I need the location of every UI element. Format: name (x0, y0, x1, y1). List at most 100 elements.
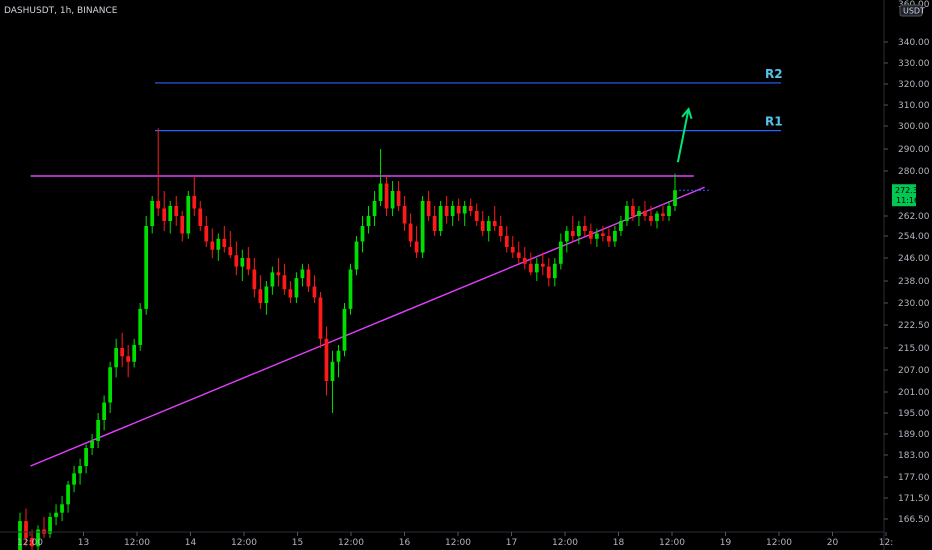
candle (192, 176, 197, 216)
candle-body (168, 206, 173, 221)
candle-body (318, 297, 323, 339)
countdown-label: 11:16 (896, 196, 919, 205)
candle (234, 241, 239, 276)
y-tick-label: 238.00 (898, 277, 930, 287)
trendline-support[interactable] (30, 186, 705, 467)
candle (318, 292, 323, 348)
candle (522, 247, 527, 270)
candle (468, 198, 473, 216)
y-tick-label: 207.00 (898, 366, 930, 376)
candle-body (402, 206, 407, 224)
candle (589, 223, 593, 245)
candle (30, 529, 34, 550)
candle (462, 201, 467, 226)
candle (312, 275, 317, 303)
candle-body (102, 402, 106, 420)
candle (546, 258, 551, 287)
candle-body (48, 516, 52, 534)
candle-body (342, 308, 347, 351)
candle-body (498, 226, 503, 236)
candle-body (60, 504, 64, 513)
candle (420, 196, 425, 258)
candle (144, 216, 149, 315)
candle (414, 226, 419, 258)
candle (228, 231, 233, 258)
candle (540, 252, 545, 276)
candle (150, 196, 155, 234)
candle-body (126, 356, 131, 362)
candle (132, 338, 137, 368)
y-tick-label: 230.00 (898, 299, 930, 309)
last-price-label: 272.31 (895, 186, 923, 195)
candle (186, 191, 191, 239)
candle-body (234, 255, 239, 267)
candle-body (252, 269, 257, 290)
candle-body (468, 206, 473, 211)
candle (486, 216, 491, 242)
candle (576, 221, 581, 245)
candle-body (420, 201, 425, 253)
x-tick-label: 16 (399, 538, 411, 548)
candle-body (390, 191, 395, 209)
candle-body (288, 289, 293, 298)
candle-body (66, 484, 70, 505)
candle (492, 206, 497, 231)
candle (582, 216, 587, 236)
x-tick-label: 12:00 (659, 538, 685, 548)
candle (156, 128, 161, 216)
candle-body (24, 521, 28, 538)
candle-body (661, 213, 665, 216)
candle-body (474, 211, 479, 221)
candle (42, 516, 46, 538)
candle (607, 228, 611, 247)
candle (552, 258, 557, 287)
candle-body (589, 231, 593, 239)
candle-body (372, 201, 377, 216)
candle-body (84, 448, 88, 466)
candle (348, 263, 353, 315)
candle-body (564, 231, 569, 242)
currency-badge[interactable] (899, 4, 923, 17)
candle-body (258, 289, 263, 303)
candle (78, 458, 82, 485)
candle (516, 241, 521, 264)
x-tick-label: 12:00 (445, 538, 471, 548)
candle-body (312, 286, 317, 298)
bullish-arrow[interactable] (676, 107, 693, 163)
candle (84, 444, 88, 474)
candle (432, 206, 437, 236)
candle (24, 508, 28, 547)
candle (198, 201, 203, 231)
candle-body (432, 216, 437, 231)
candle (162, 191, 167, 231)
candle-body (582, 226, 587, 231)
y-tick-label: 330.00 (898, 59, 930, 69)
candle-body (667, 206, 671, 216)
candle-body (324, 338, 329, 381)
candle-body (438, 206, 443, 231)
candle (204, 216, 209, 247)
candle-body (198, 208, 203, 226)
candle-body (456, 206, 461, 214)
candle-body (162, 208, 167, 221)
candle-body (366, 216, 371, 226)
candle (48, 512, 52, 538)
candle-body (240, 258, 245, 267)
candle-body (210, 241, 215, 250)
candle (637, 206, 641, 226)
candle-body (138, 308, 143, 345)
candle-body (384, 183, 389, 209)
candle (402, 196, 407, 231)
y-tick-label: 300.00 (898, 122, 930, 132)
candles (18, 128, 677, 550)
candle-body (348, 269, 353, 309)
candle (408, 213, 413, 247)
candle (60, 496, 64, 522)
candle-body (330, 361, 335, 381)
candle (246, 247, 251, 276)
y-tick-label: 195.00 (898, 409, 930, 419)
candle (384, 176, 389, 216)
candle-body (528, 263, 533, 273)
